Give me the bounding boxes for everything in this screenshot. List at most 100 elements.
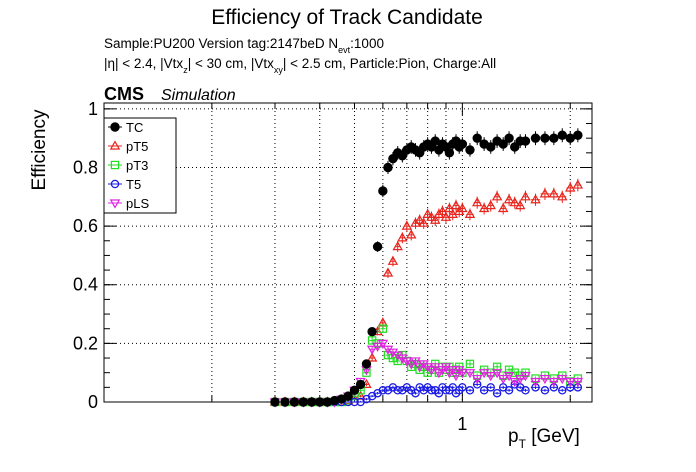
data-point-pT5 — [430, 214, 441, 224]
data-point-TC — [557, 130, 567, 140]
legend-entry-pT5: pT5 — [108, 139, 148, 154]
data-point-pLS — [457, 369, 468, 379]
legend-marker-T5 — [110, 179, 120, 189]
data-point-TC — [573, 130, 583, 140]
data-point-pLS — [414, 363, 425, 373]
legend-entry-TC: TC — [108, 120, 143, 135]
data-point-T5 — [540, 386, 550, 395]
data-point-pT5 — [514, 199, 526, 210]
chart-title: Efficiency of Track Candidate — [211, 6, 483, 29]
simulation-label: Simulation — [161, 87, 236, 104]
data-point-pT5 — [401, 220, 413, 230]
data-point-T5 — [573, 383, 583, 392]
data-point-TC — [361, 359, 372, 369]
subtitle-line-2-p3: | < 2.5 cm, Particle:Pion, Charge:All — [283, 56, 496, 71]
data-point-pLS — [557, 374, 568, 385]
data-point-TC — [367, 326, 377, 337]
x-axis-label: pT [GeV] — [508, 426, 580, 451]
data-point-TC — [504, 133, 514, 143]
series-pT5 — [269, 178, 584, 406]
y-tick-label: 0.4 — [73, 275, 98, 295]
data-point-pLS — [422, 363, 433, 373]
data-point-pT5 — [497, 202, 509, 213]
data-point-pLS — [401, 357, 413, 367]
subtitle-line-2-s1: z — [183, 65, 188, 75]
data-point-pLS — [572, 377, 584, 388]
x-axis-label-unit: [GeV] — [526, 426, 580, 447]
data-point-pT5 — [520, 191, 531, 201]
data-point-pT5 — [422, 208, 433, 218]
legend-marker-pT3 — [110, 160, 120, 170]
data-point-TC — [444, 148, 455, 158]
data-point-T5 — [558, 386, 567, 395]
legend-marker-TC — [110, 122, 120, 132]
data-point-TC — [472, 133, 482, 143]
data-point-pT5 — [457, 202, 468, 213]
x-tick-label: 1 — [457, 414, 467, 434]
data-point-pLS — [503, 372, 515, 382]
data-point-pLS — [471, 374, 483, 385]
data-point-TC — [378, 186, 388, 196]
data-point-pT5 — [471, 197, 483, 207]
data-point-T5 — [504, 386, 514, 395]
data-point-pLS — [450, 372, 462, 382]
data-point-TC — [298, 397, 309, 407]
data-point-TC — [540, 133, 550, 143]
data-point-pLS — [530, 377, 541, 388]
data-point-pLS — [377, 339, 389, 349]
data-point-pT3 — [504, 365, 514, 374]
y-tick-label: 1 — [88, 99, 98, 119]
data-point-pT5 — [509, 197, 520, 207]
data-point-TC — [280, 397, 290, 407]
data-point-TC — [520, 136, 531, 146]
legend-label-pT5: pT5 — [126, 139, 148, 154]
data-point-pT5 — [410, 217, 421, 227]
data-point-pLS — [447, 366, 458, 376]
data-point-pT3 — [465, 359, 475, 369]
subtitle-line-2-p1: |η| < 2.4, |Vtx — [104, 56, 183, 71]
data-point-pT5 — [414, 214, 425, 224]
legend-entry-pT3: pT3 — [108, 158, 148, 173]
data-point-pT3 — [367, 336, 377, 345]
legend-entry-pLS: pLS — [108, 196, 149, 211]
data-point-pT5 — [491, 191, 503, 201]
data-point-pT5 — [437, 205, 448, 216]
data-point-pT5 — [433, 208, 445, 218]
data-point-pLS — [397, 354, 408, 364]
data-point-pT5 — [450, 199, 462, 210]
data-markers — [269, 128, 584, 408]
data-point-pLS — [392, 351, 403, 361]
data-point-pT5 — [444, 202, 455, 213]
data-point-T5 — [411, 388, 420, 398]
data-point-TC — [510, 142, 520, 152]
series-pLS — [269, 339, 584, 408]
subtitle-line-1: Sample:PU200 Version tag:2147beD Nevt:10… — [104, 36, 384, 55]
data-point-pLS — [509, 377, 520, 388]
legend-marker-pT5 — [109, 140, 121, 150]
data-point-pT5 — [426, 211, 437, 221]
data-point-TC — [465, 145, 475, 155]
data-point-pLS — [433, 369, 445, 379]
data-point-TC — [289, 397, 300, 407]
data-point-pT5 — [406, 229, 417, 239]
data-point-TC — [270, 397, 280, 407]
data-point-TC — [486, 142, 496, 152]
subtitle-line-1-post: :1000 — [350, 36, 384, 51]
data-point-T5 — [492, 388, 502, 398]
x-axis-label-main: p — [508, 426, 519, 447]
data-point-TC — [530, 133, 541, 143]
data-point-pLS — [430, 363, 441, 373]
subtitle-line-1-sub: evt — [338, 45, 351, 55]
data-point-pLS — [366, 345, 378, 355]
data-point-pT5 — [366, 352, 378, 362]
data-point-TC — [457, 139, 468, 149]
data-point-pLS — [565, 377, 576, 388]
y-tick-label: 0.2 — [73, 333, 98, 353]
data-point-TC — [343, 391, 353, 401]
data-point-pT5 — [464, 208, 476, 218]
data-point-TC — [349, 385, 360, 395]
data-point-pT5 — [397, 232, 408, 242]
data-point-T5 — [521, 386, 530, 395]
subtitle-line-2-s2: xy — [274, 65, 284, 75]
subtitle-line-1-pre: Sample:PU200 Version tag:2147beD N — [104, 36, 338, 51]
